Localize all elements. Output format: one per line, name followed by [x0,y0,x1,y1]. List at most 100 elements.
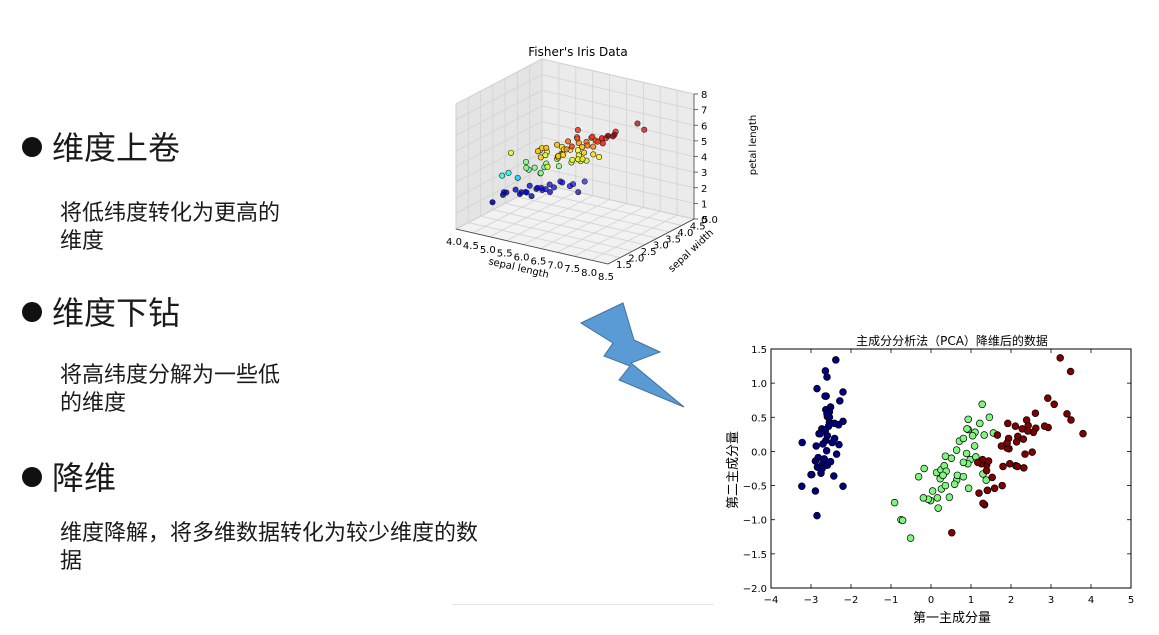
data-point [563,146,570,153]
data-point [581,178,588,185]
data-point [1004,419,1012,428]
data-point [579,156,586,163]
bullet-title-3: 降维 [22,458,116,498]
data-point [963,425,971,433]
lightning-arrow-icon [579,302,685,408]
grid-line [541,121,695,157]
grid-line [492,209,645,246]
data-point [941,452,950,460]
data-point [489,199,496,206]
data-point [812,442,820,450]
bullet-dot-icon [22,467,42,487]
y-tick-label: 2.5 [641,247,657,258]
data-point [594,138,601,145]
y-tick-label: 2.0 [628,254,644,265]
pca-xlabel: 第一主成分量 [913,611,991,626]
bullet-desc-2: 将高纬度分解为一些低的维度 [60,363,281,416]
grid-line [455,136,543,183]
data-point [523,158,530,165]
grid-line [541,105,695,142]
grid-line [455,168,543,214]
x-tick-label: 4 [1088,595,1094,606]
grid-line [489,191,576,238]
x-tick-label: 5 [1128,595,1134,606]
x-axis-line [455,228,609,265]
data-point [596,154,603,161]
data-point [499,172,506,179]
bullet-desc-3: 维度降解，将多维数据转化为较少维度的数据 [60,521,479,574]
pca-points [798,354,1087,542]
y-tick-label: 5.0 [702,215,718,226]
data-point [821,392,829,400]
bullet-title-2-text: 维度下钻 [52,294,181,332]
data-point [822,446,831,455]
data-point [590,143,597,150]
data-point [906,534,915,542]
data-point [531,164,538,171]
data-point [823,373,831,381]
data-point [1022,416,1031,424]
data-point [890,498,899,507]
x-tick-label: 5.5 [497,249,513,260]
data-point [555,152,562,159]
chart-3d-ticks: 4.0 4.5 5.0 5.5 6.0 6.5 7.0 7.5 8.0 8.51.52.02.53… [446,90,718,283]
data-point [1056,354,1064,362]
chart-3d-title: Fisher's Iris Data [528,45,627,59]
data-point [807,470,815,479]
data-point [839,388,847,396]
data-point [816,429,824,438]
data-point [962,449,971,458]
x-tick-label: 8.5 [598,272,614,283]
data-point [959,472,968,481]
data-point [948,528,956,537]
y-tick-label: 1.0 [751,379,767,390]
data-point [959,434,968,443]
divider-line [452,604,714,605]
data-point [832,356,840,364]
data-point [1019,435,1028,443]
data-point [565,138,572,145]
data-point [798,438,806,447]
data-point [939,471,947,480]
y-tick-label: 0.0 [751,447,767,458]
data-point [523,189,530,196]
x-tick-label: 3 [1048,595,1054,606]
bullet-dot-icon [22,302,42,322]
data-point [569,156,576,163]
data-point [835,440,843,449]
data-point [832,450,841,458]
data-point [819,440,827,448]
chart-3d-panes [454,58,696,265]
data-point [823,410,831,418]
data-point [514,174,521,181]
data-point [609,133,616,140]
grid-line [468,222,621,258]
chart-3d-points [489,120,648,206]
pca-ticks: −4 −3 −2 −1 0 1 2 3 4 5 −2.0 −1.5 −1.0 −0.5 0.0 0.5 1.0 1… [743,345,1134,606]
grid-line [455,121,543,167]
data-point [982,476,990,484]
data-point [941,481,950,490]
data-point [560,151,567,158]
pca-plot-area [770,348,1132,589]
data-point [999,462,1007,471]
data-point [839,417,847,426]
data-point [813,511,821,520]
data-point [1044,394,1052,402]
grid-line [506,195,593,242]
data-point [970,442,979,450]
data-point [568,143,575,150]
data-point [821,367,830,375]
bullet-title-1-text: 维度上卷 [52,129,181,167]
data-point [919,494,928,502]
data-point [985,413,994,422]
data-point [820,455,828,463]
grid-line [517,196,670,233]
z-tick-label: 3 [701,168,707,179]
data-point [823,461,832,469]
data-point [575,189,582,196]
data-point [964,415,972,424]
z-tick-label: 1 [701,199,707,210]
data-point [983,486,992,495]
chart-3d-zlabel: petal length [748,115,759,175]
